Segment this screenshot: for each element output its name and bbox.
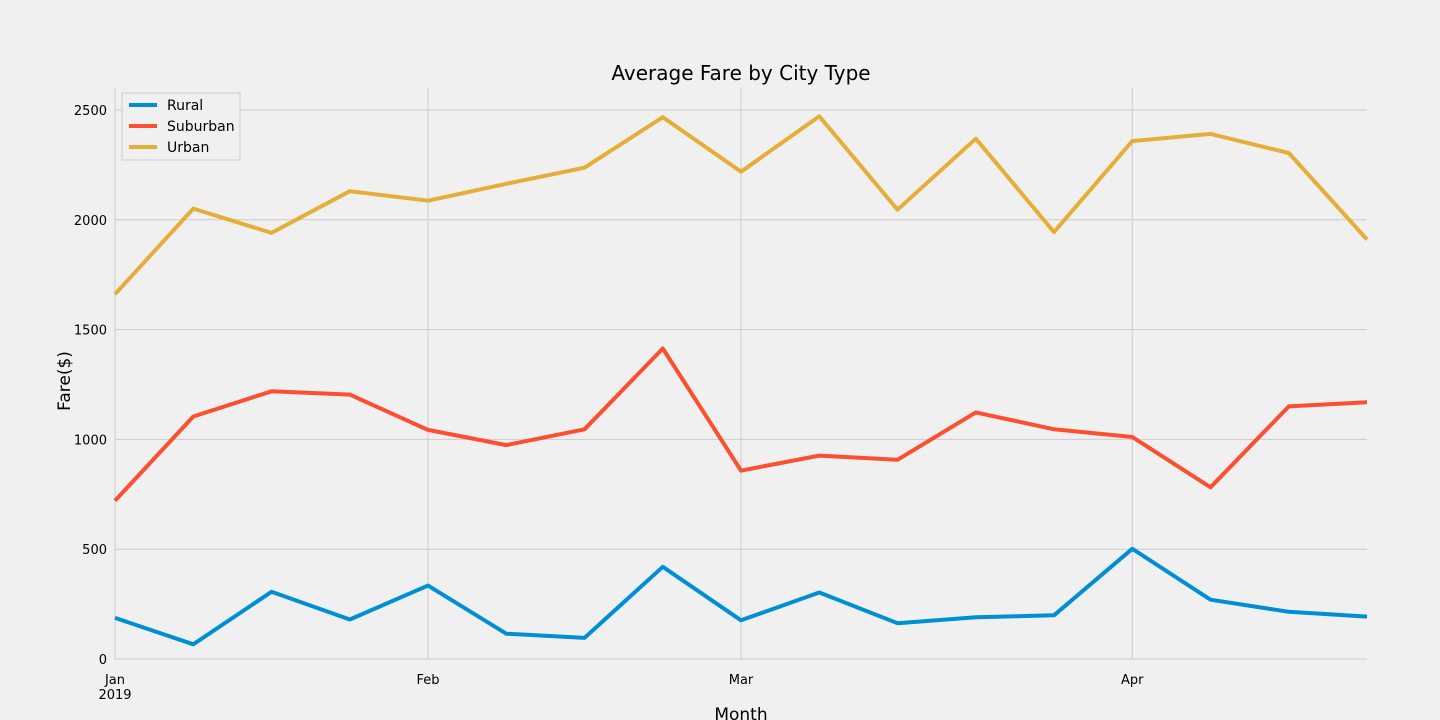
chart-title: Average Fare by City Type [611, 61, 870, 85]
y-tick-label: 500 [82, 543, 107, 558]
x-tick-label: Feb [416, 673, 439, 688]
series-lines [113, 114, 1369, 647]
legend: Rural Suburban Urban [121, 92, 241, 161]
legend-label-urban: Urban [167, 140, 209, 156]
x-tick-label: Jan [104, 673, 125, 688]
y-tick-label: 1000 [74, 433, 107, 448]
legend-label-rural: Rural [167, 98, 203, 114]
series-line-rural [114, 546, 1368, 647]
series-line-suburban [113, 346, 1368, 503]
y-tick-label: 0 [99, 653, 107, 668]
x-tick-sublabel: 2019 [98, 688, 131, 703]
grid-lines [114, 88, 1367, 660]
y-tick-label: 2500 [74, 104, 107, 119]
y-tick-label: 1500 [74, 324, 107, 339]
series-line-urban [113, 114, 1369, 296]
y-axis-label: Fare($) [55, 351, 75, 411]
legend-label-suburban: Suburban [167, 119, 235, 135]
x-tick-label: Mar [729, 673, 754, 688]
y-tick-label: 2000 [74, 214, 107, 229]
x-axis-label: Month [714, 705, 767, 720]
x-tick-label: Apr [1121, 673, 1144, 688]
